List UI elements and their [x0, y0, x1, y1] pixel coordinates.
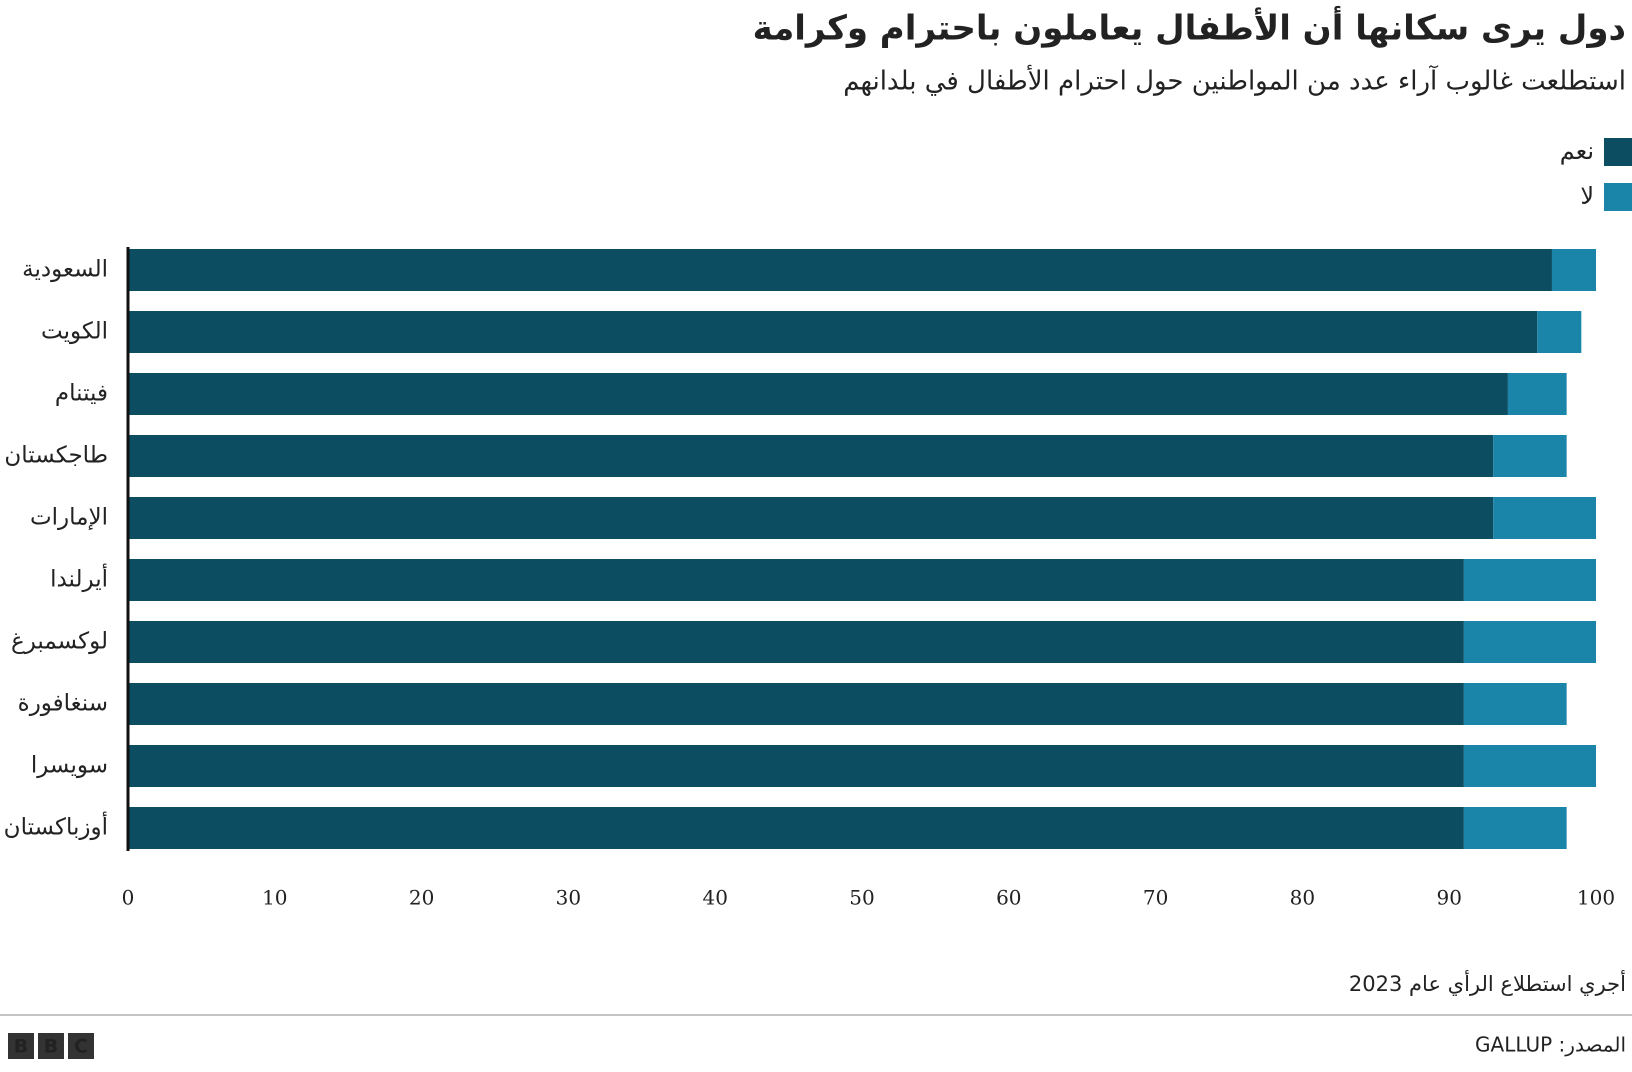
y-tick-label: طاجكستان	[4, 443, 108, 469]
legend-swatch	[1604, 183, 1632, 211]
bar-segment	[128, 435, 1494, 477]
chart-subtitle: استطلعت غالوب آراء عدد من المواطنين حول …	[843, 64, 1626, 97]
bar-segment	[1507, 373, 1567, 415]
x-tick-label: 40	[702, 886, 727, 910]
bar-segment	[128, 745, 1464, 787]
y-tick-label: سنغافورة	[18, 691, 108, 717]
y-tick-label: أيرلندا	[50, 564, 108, 593]
bar-segment	[128, 683, 1464, 725]
legend-label: لا	[1580, 182, 1594, 210]
bar-segment	[1463, 683, 1567, 725]
x-tick-label: 0	[122, 886, 135, 910]
x-tick-label: 60	[996, 886, 1021, 910]
bar-segment	[1463, 559, 1596, 601]
bar-segment	[128, 621, 1464, 663]
x-tick-label: 50	[849, 886, 874, 910]
y-tick-label: فيتنام	[55, 381, 108, 407]
bar-segment	[128, 373, 1508, 415]
logo-box	[8, 1033, 34, 1059]
y-tick-label: سويسرا	[31, 753, 108, 779]
y-tick-label: السعودية	[22, 257, 108, 283]
bar-segment	[1463, 621, 1596, 663]
bar-segment	[128, 311, 1538, 353]
bar-segment	[1493, 497, 1596, 539]
x-tick-label: 20	[409, 886, 434, 910]
bar-segment	[128, 807, 1464, 849]
note: أجري استطلاع الرأي عام 2023	[1349, 970, 1626, 996]
logo-letter: C	[74, 1036, 88, 1058]
y-tick-label: الإمارات	[30, 505, 108, 531]
bar-segment	[128, 249, 1552, 291]
x-tick-label: 10	[262, 886, 287, 910]
bar-segment	[128, 559, 1464, 601]
logo-letter: B	[44, 1036, 58, 1058]
y-tick-label: أوزباكستان	[4, 812, 108, 841]
logo-letter: B	[14, 1036, 28, 1058]
x-tick-label: 100	[1577, 886, 1615, 910]
x-tick-label: 90	[1436, 886, 1461, 910]
bar-segment	[128, 497, 1494, 539]
source: المصدر: GALLUP	[1475, 1033, 1626, 1057]
y-tick-label: لوكسمبرغ	[11, 629, 108, 655]
logo-box	[38, 1033, 64, 1059]
logo-box	[68, 1033, 94, 1059]
legend-swatch	[1604, 138, 1632, 166]
bar-segment	[1551, 249, 1596, 291]
y-tick-label: الكويت	[41, 319, 108, 345]
x-tick-label: 80	[1290, 886, 1315, 910]
x-tick-label: 70	[1143, 886, 1168, 910]
bar-segment	[1537, 311, 1582, 353]
bar-segment	[1463, 807, 1567, 849]
chart-title: دول يرى سكانها أن الأطفال يعاملون باحترا…	[753, 6, 1626, 49]
legend-label: نعم	[1560, 137, 1594, 165]
bar-segment	[1463, 745, 1596, 787]
bar-segment	[1493, 435, 1567, 477]
x-tick-label: 30	[556, 886, 581, 910]
